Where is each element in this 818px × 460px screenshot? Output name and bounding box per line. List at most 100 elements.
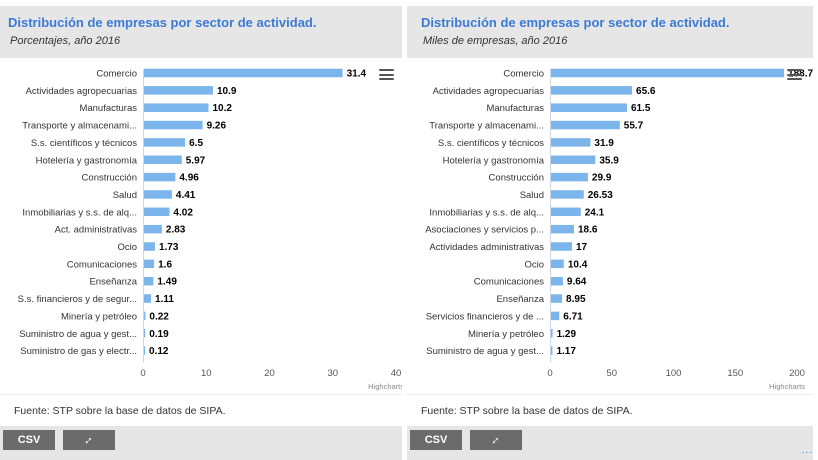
category-label: Comunicaciones	[67, 259, 137, 270]
expand-icon: ↕	[81, 432, 97, 448]
data-label: 1.73	[159, 242, 179, 253]
data-label: 10.4	[568, 259, 588, 270]
data-label: 31.4	[347, 69, 367, 80]
category-label: Manufacturas	[79, 103, 137, 114]
category-label: Transporte y almacenami...	[22, 121, 137, 132]
chart-title: Distribución de empresas por sector de a…	[8, 15, 317, 30]
data-label: 0.19	[149, 329, 169, 340]
csv-button[interactable]: CSV	[3, 430, 55, 450]
bar	[144, 103, 209, 112]
bar	[551, 120, 620, 130]
data-label: 6.71	[563, 311, 583, 322]
bar	[551, 190, 584, 199]
category-label: Act. administrativas	[55, 225, 138, 236]
category-label: Suministro de gas y electr...	[20, 346, 137, 357]
category-label: S.s. financieros y de segur...	[18, 294, 137, 305]
data-label: 31.9	[594, 138, 614, 149]
tick-label: 20	[264, 368, 275, 379]
panel-header: Distribución de empresas por sector de a…	[0, 6, 402, 58]
bar	[144, 190, 172, 199]
tick-label: 0	[547, 368, 552, 379]
data-label: 1.29	[557, 329, 577, 340]
chart-area: Comercio188.7Actividades agropecuarias65…	[407, 60, 813, 394]
data-label: 4.02	[173, 207, 193, 218]
category-label: S.s. científicos y técnicos	[31, 138, 137, 149]
chart-subtitle: Miles de empresas, año 2016	[423, 35, 568, 47]
data-label: 2.83	[166, 225, 186, 236]
panel-footer: Fuente: STP sobre la base de datos de SI…	[407, 394, 813, 424]
highcharts-credit: Highcharts	[368, 382, 402, 391]
data-label: 1.17	[556, 346, 576, 357]
bar	[551, 172, 588, 182]
data-label: 9.64	[567, 277, 587, 288]
expand-icon: ↕	[488, 432, 504, 448]
bar	[551, 68, 785, 78]
hamburger-menu-icon[interactable]	[379, 69, 395, 81]
category-label: Ocio	[117, 242, 137, 253]
category-label: Actividades agropecuarias	[433, 86, 545, 97]
tick-label: 0	[140, 368, 145, 379]
data-label: 8.95	[566, 294, 586, 305]
data-label: 10.9	[217, 86, 237, 97]
data-label: 26.53	[588, 190, 613, 201]
tick-label: 100	[666, 368, 682, 379]
category-label: Comercio	[503, 69, 544, 80]
data-label: 4.41	[176, 190, 196, 201]
data-label: 65.6	[636, 86, 656, 97]
data-label: 4.96	[179, 173, 199, 184]
category-label: Comercio	[96, 69, 137, 80]
category-label: Servicios financieros y de ...	[426, 311, 544, 322]
bar	[144, 68, 343, 78]
category-label: Hotelería y gastronomía	[443, 155, 545, 166]
category-label: Comunicaciones	[474, 277, 544, 288]
csv-button[interactable]: CSV	[410, 430, 462, 450]
bar	[551, 242, 572, 251]
data-label: 55.7	[624, 121, 644, 132]
bar	[144, 155, 182, 164]
bar	[144, 207, 170, 217]
bar	[144, 276, 154, 286]
expand-button[interactable]: ↕	[470, 430, 522, 450]
bar	[551, 276, 563, 286]
tick-label: 150	[727, 368, 743, 379]
category-label: Salud	[520, 190, 544, 201]
more-dots-icon: ...	[801, 445, 813, 456]
tick-label: 50	[606, 368, 617, 379]
hamburger-menu-icon[interactable]	[787, 69, 803, 81]
category-label: Enseñanza	[89, 277, 137, 288]
bar	[551, 346, 553, 355]
bar	[551, 207, 581, 217]
data-label: 17	[576, 242, 588, 253]
chart-panel-right: Distribución de empresas por sector de a…	[407, 6, 813, 460]
category-label: Minería y petróleo	[468, 329, 544, 340]
category-label: Minería y petróleo	[61, 311, 137, 322]
data-label: 6.5	[189, 138, 203, 149]
data-label: 10.2	[213, 103, 233, 114]
bar	[551, 155, 596, 164]
data-label: 61.5	[631, 103, 651, 114]
category-label: Asociaciones y servicios p...	[425, 225, 544, 236]
tick-label: 40	[391, 368, 402, 379]
category-label: Ocio	[524, 259, 544, 270]
category-label: Actividades administrativas	[429, 242, 544, 253]
source-text: Fuente: STP sobre la base de datos de SI…	[14, 405, 226, 417]
chart-subtitle: Porcentajes, año 2016	[10, 35, 121, 47]
category-label: Enseñanza	[496, 294, 544, 305]
data-label: 1.6	[158, 259, 172, 270]
highcharts-credit: Highcharts	[769, 382, 805, 391]
bar	[551, 86, 633, 95]
bar	[551, 224, 574, 234]
bar	[551, 103, 627, 112]
chart-panel-left: Distribución de empresas por sector de a…	[0, 6, 402, 460]
bar	[551, 294, 563, 303]
bar	[144, 346, 145, 355]
expand-button[interactable]: ↕	[63, 430, 115, 450]
category-label: Suministro de agua y gest...	[426, 346, 544, 357]
data-label: 5.97	[186, 155, 206, 166]
panel-footer: Fuente: STP sobre la base de datos de SI…	[0, 394, 402, 424]
bar	[144, 120, 203, 130]
data-label: 35.9	[599, 155, 619, 166]
bar	[144, 172, 176, 182]
tick-label: 200	[789, 368, 805, 379]
bar	[144, 242, 155, 251]
